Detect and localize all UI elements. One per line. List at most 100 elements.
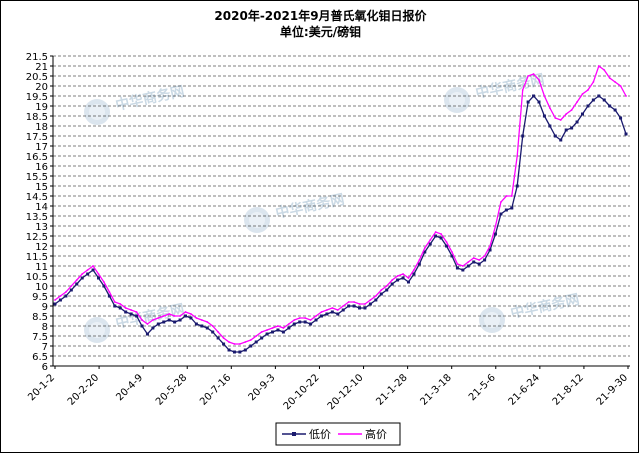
data-point-high	[413, 269, 415, 271]
data-point-high	[309, 319, 312, 321]
data-point-low	[124, 310, 128, 314]
data-point-low	[238, 350, 242, 354]
y-tick-label: 15.5	[26, 172, 48, 183]
x-tick-label: 20-12-10	[326, 372, 366, 412]
y-tick-label: 8.5	[32, 312, 48, 323]
data-point-high	[587, 89, 589, 91]
data-point-high	[54, 299, 56, 301]
data-point-high	[614, 81, 617, 83]
data-point-low	[298, 320, 302, 324]
data-point-high	[190, 313, 192, 315]
data-point-high	[119, 303, 122, 305]
data-point-low	[129, 312, 133, 316]
data-point-high	[527, 75, 530, 77]
data-point-high	[505, 195, 508, 197]
data-point-high	[516, 155, 519, 157]
data-point-high	[347, 301, 350, 303]
data-point-high	[467, 261, 470, 263]
data-point-high	[423, 247, 426, 249]
data-point-low	[352, 304, 356, 308]
data-point-low	[75, 282, 79, 286]
data-point-high	[86, 269, 89, 271]
data-point-high	[565, 113, 568, 115]
data-point-low	[292, 322, 296, 326]
data-point-low	[461, 268, 465, 272]
data-point-high	[472, 257, 475, 259]
data-point-low	[559, 138, 563, 142]
data-point-high	[581, 93, 584, 95]
y-tick-label: 15	[35, 182, 48, 193]
data-point-high	[407, 277, 410, 279]
data-point-low	[243, 348, 247, 352]
data-point-low	[64, 294, 68, 298]
data-point-high	[559, 119, 562, 121]
data-point-low	[613, 108, 617, 112]
data-point-low	[428, 242, 432, 246]
data-point-high	[445, 241, 448, 243]
y-tick-label: 11.5	[26, 252, 48, 263]
watermark-globe-inner	[449, 92, 465, 108]
data-point-low	[140, 324, 144, 328]
data-point-low	[608, 104, 612, 108]
data-point-low	[276, 328, 280, 332]
data-point-high	[244, 341, 247, 343]
data-point-high	[293, 319, 296, 321]
plot-area	[53, 56, 630, 366]
data-point-high	[97, 273, 100, 275]
y-tick-label: 16	[35, 162, 48, 173]
data-point-low	[58, 298, 62, 302]
legend-label-low: 低价	[309, 428, 331, 441]
data-point-high	[554, 117, 557, 119]
x-tick-label: 20-1-2	[26, 372, 57, 403]
data-point-low	[265, 332, 269, 336]
series-line-low	[54, 95, 627, 353]
data-point-low	[445, 244, 449, 248]
data-point-high	[538, 79, 540, 81]
data-point-high	[494, 225, 497, 227]
data-point-high	[510, 195, 513, 197]
data-point-low	[102, 284, 106, 288]
data-point-low	[314, 318, 318, 322]
y-tick-label: 19	[35, 102, 48, 113]
data-point-low	[515, 184, 519, 188]
data-point-high	[59, 295, 62, 297]
data-point-low	[368, 302, 372, 306]
data-point-low	[542, 114, 546, 118]
data-point-low	[135, 314, 139, 318]
data-point-low	[406, 280, 410, 284]
y-tick-label: 20	[35, 82, 48, 93]
data-point-high	[451, 251, 453, 253]
y-tick-label: 11	[35, 262, 48, 273]
data-point-low	[260, 336, 264, 340]
data-point-low	[412, 272, 416, 276]
data-point-low	[200, 324, 204, 328]
data-point-low	[347, 304, 351, 308]
data-point-high	[391, 279, 394, 281]
data-point-low	[477, 262, 481, 266]
data-point-low	[483, 258, 487, 262]
watermark-globe-icon	[444, 87, 470, 113]
data-point-high	[173, 315, 176, 317]
x-tick-label: 20-5-28	[154, 372, 189, 407]
data-point-low	[564, 128, 568, 132]
data-point-high	[608, 77, 611, 79]
x-tick-label: 21-6-24	[507, 372, 542, 407]
data-point-high	[369, 299, 372, 301]
data-point-low	[401, 276, 405, 280]
x-tick-label: 20-4-9	[114, 372, 145, 403]
y-tick-label: 6	[42, 362, 48, 373]
y-tick-label: 9	[42, 302, 48, 313]
data-point-low	[472, 260, 476, 264]
data-point-high	[135, 311, 138, 313]
data-point-high	[124, 307, 127, 309]
data-point-low	[537, 100, 541, 104]
data-point-low	[319, 314, 323, 318]
y-tick-label: 14.5	[26, 192, 48, 203]
data-point-low	[580, 112, 584, 116]
data-point-low	[390, 282, 394, 286]
data-point-low	[330, 310, 334, 314]
data-point-low	[281, 330, 285, 334]
data-point-low	[232, 350, 236, 354]
data-point-high	[277, 325, 279, 327]
